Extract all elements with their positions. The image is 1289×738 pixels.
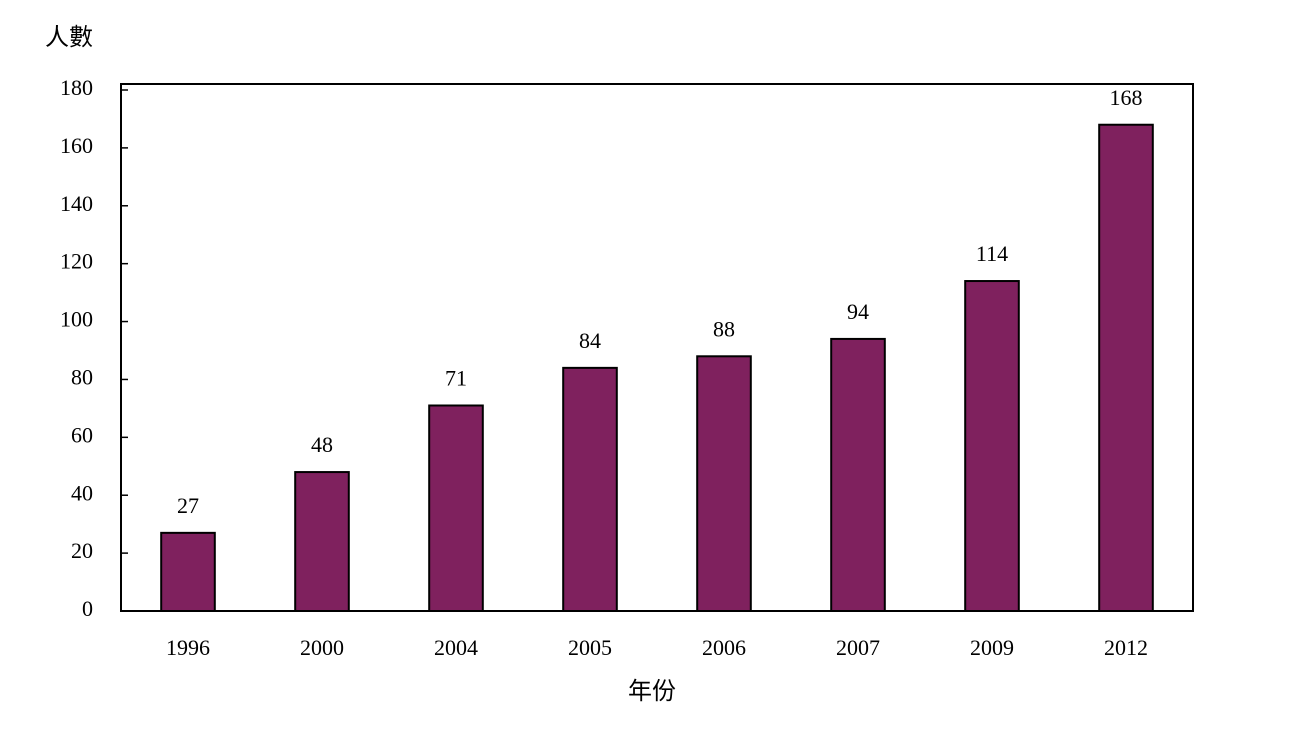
y-tick-label: 80 bbox=[71, 364, 93, 389]
y-axis-label: 人數 bbox=[45, 23, 93, 51]
x-tick-label: 2012 bbox=[1104, 635, 1148, 660]
value-label: 88 bbox=[713, 316, 735, 341]
bar bbox=[428, 404, 484, 612]
bar bbox=[562, 366, 618, 612]
value-label: 84 bbox=[579, 328, 601, 353]
value-label: 94 bbox=[847, 299, 869, 324]
y-tick-label: 20 bbox=[71, 538, 93, 563]
value-label: 114 bbox=[976, 241, 1008, 266]
x-axis-label: 年份 bbox=[628, 677, 676, 705]
y-tick-label: 60 bbox=[71, 422, 93, 447]
x-tick-label: 2004 bbox=[434, 635, 478, 660]
y-tick-label: 160 bbox=[60, 133, 93, 158]
y-tick-label: 120 bbox=[60, 249, 93, 274]
x-tick-label: 2007 bbox=[836, 635, 880, 660]
bar bbox=[294, 471, 350, 613]
value-label: 48 bbox=[311, 432, 333, 457]
bar bbox=[160, 531, 216, 612]
y-tick-label: 100 bbox=[60, 307, 93, 332]
plot-frame bbox=[120, 83, 1194, 612]
y-tick-label: 140 bbox=[60, 191, 93, 216]
y-tick-label: 180 bbox=[60, 75, 93, 100]
x-tick-label: 2005 bbox=[568, 635, 612, 660]
x-tick-label: 2006 bbox=[702, 635, 746, 660]
value-label: 168 bbox=[1110, 85, 1143, 110]
x-tick-label: 2000 bbox=[300, 635, 344, 660]
y-tick-label: 40 bbox=[71, 480, 93, 505]
bar bbox=[830, 337, 886, 612]
bar bbox=[964, 280, 1020, 612]
x-tick-label: 1996 bbox=[166, 635, 210, 660]
bar bbox=[696, 355, 752, 612]
value-label: 71 bbox=[445, 366, 467, 391]
x-tick-label: 2009 bbox=[970, 635, 1014, 660]
y-tick-label: 0 bbox=[82, 596, 93, 621]
bar bbox=[1098, 123, 1154, 612]
value-label: 27 bbox=[177, 493, 199, 518]
